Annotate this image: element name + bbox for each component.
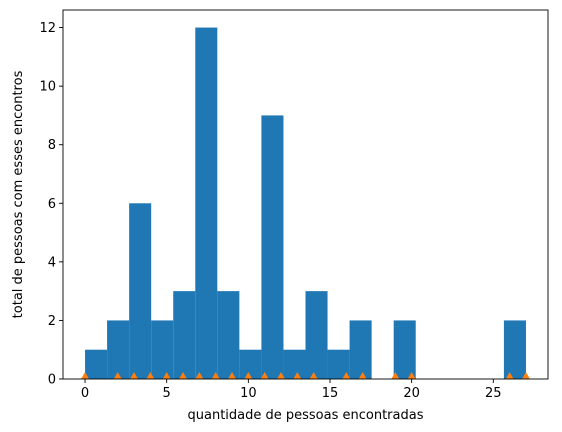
x-tick-label-5: 25 (485, 386, 502, 401)
histogram-bar-5 (195, 27, 218, 379)
x-tick-label-0: 0 (81, 386, 89, 401)
data-marker-18 (505, 372, 514, 379)
histogram-bar-13 (393, 320, 416, 379)
data-marker-6 (195, 372, 204, 379)
data-marker-13 (309, 372, 318, 379)
markers (81, 372, 530, 379)
y-tick-label-1: 2 (48, 314, 56, 329)
data-marker-12 (293, 372, 302, 379)
data-marker-8 (228, 372, 237, 379)
histogram-bar-1 (107, 320, 130, 379)
data-marker-15 (358, 372, 367, 379)
data-marker-14 (342, 372, 351, 379)
data-marker-5 (179, 372, 188, 379)
histogram-bar-6 (217, 291, 240, 379)
data-marker-7 (211, 372, 220, 379)
y-axis-ticks: 0 2 4 6 8 10 12 (39, 21, 63, 388)
histogram-bar-3 (151, 320, 174, 379)
y-axis-label: total de pessoas com esses encontros (11, 70, 26, 318)
histogram-bar-12 (349, 320, 372, 379)
bars (85, 27, 526, 379)
histogram-bar-11 (327, 349, 350, 379)
data-marker-17 (407, 372, 416, 379)
x-axis-ticks: 0 5 10 15 20 25 (81, 379, 502, 401)
histogram-bar-4 (173, 291, 196, 379)
x-tick-label-3: 15 (322, 386, 339, 401)
histogram-bar-2 (129, 203, 152, 379)
histogram-bar-8 (261, 115, 284, 379)
histogram-bar-0 (85, 349, 108, 379)
x-axis-label: quantidade de pessoas encontradas (188, 408, 424, 423)
y-tick-label-3: 6 (48, 197, 56, 212)
histogram-bar-14 (503, 320, 526, 379)
y-tick-label-6: 12 (39, 21, 56, 36)
data-marker-1 (113, 372, 122, 379)
data-marker-10 (260, 372, 269, 379)
x-tick-label-4: 20 (403, 386, 420, 401)
data-marker-16 (391, 372, 400, 379)
histogram-bar-10 (305, 291, 328, 379)
x-tick-label-2: 10 (240, 386, 257, 401)
data-marker-19 (521, 372, 530, 379)
y-tick-label-2: 4 (48, 255, 56, 270)
x-tick-label-1: 5 (163, 386, 171, 401)
histogram-bar-7 (239, 349, 262, 379)
plot-frame (62, 9, 549, 380)
data-marker-11 (277, 372, 286, 379)
y-tick-label-0: 0 (48, 373, 56, 388)
data-marker-3 (146, 372, 155, 379)
data-marker-2 (130, 372, 139, 379)
histogram-bar-9 (283, 349, 306, 379)
data-marker-4 (162, 372, 171, 379)
y-tick-label-4: 8 (48, 138, 56, 153)
data-marker-0 (81, 372, 90, 379)
data-marker-9 (244, 372, 253, 379)
y-tick-label-5: 10 (39, 80, 56, 95)
